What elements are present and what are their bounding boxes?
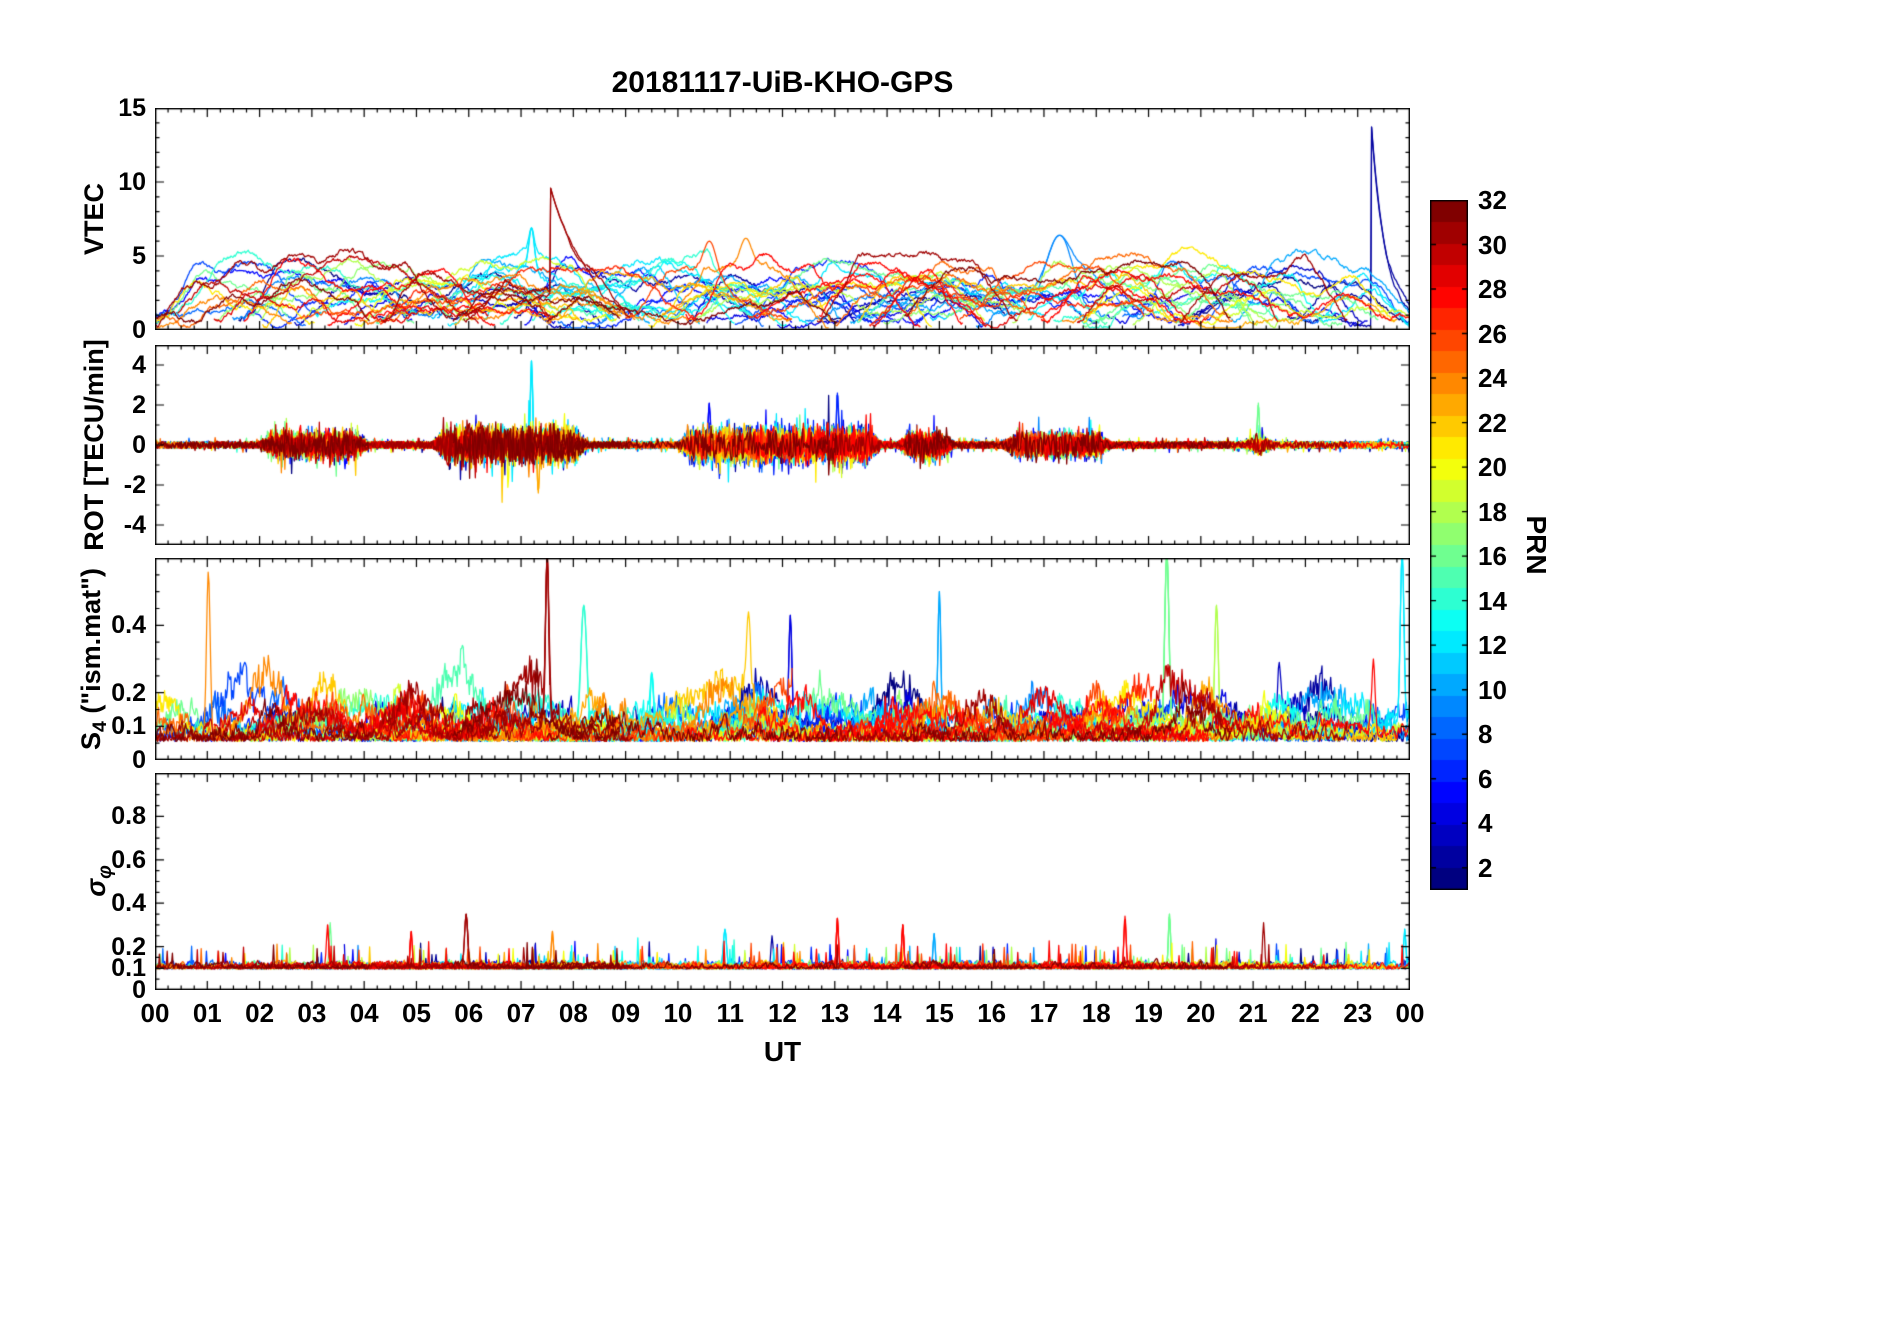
plot-canvas-sigma-phi	[155, 773, 1410, 990]
y-tick-label: 0.1	[111, 954, 146, 983]
x-tick-label: 05	[401, 998, 431, 1028]
x-tick-label: 06	[454, 998, 484, 1028]
colorbar-tick-label: 26	[1478, 318, 1507, 349]
colorbar-tick-label: 28	[1478, 274, 1507, 305]
colorbar-tick-label: 2	[1478, 852, 1493, 883]
y-tick-label: 0	[132, 316, 146, 344]
colorbar-tick-label: 20	[1478, 452, 1507, 483]
x-tick-label: 14	[872, 998, 902, 1028]
y-tick-label: 15	[118, 94, 146, 122]
colorbar-tick-label: 18	[1478, 496, 1507, 527]
x-tick-label: 23	[1343, 998, 1373, 1028]
x-tick-label: 18	[1081, 998, 1111, 1028]
y-tick-label: 0.6	[111, 845, 146, 874]
x-tick-label: 04	[349, 998, 379, 1028]
x-tick-label: 17	[1029, 998, 1059, 1028]
x-tick-label: 01	[192, 998, 222, 1028]
colorbar-tick-label: 30	[1478, 229, 1507, 260]
chart-title: 20181117-UiB-KHO-GPS	[611, 66, 954, 99]
colorbar-tick-label: 4	[1478, 808, 1493, 839]
plot-canvas-vtec	[155, 108, 1410, 330]
x-tick-label: 08	[558, 998, 588, 1028]
y-tick-label: 0	[132, 746, 146, 774]
colorbar-tick-label: 6	[1478, 763, 1493, 794]
y-tick-label: 0.1	[111, 712, 146, 741]
x-tick-label: 19	[1134, 998, 1163, 1028]
x-tick-label: 16	[977, 998, 1007, 1028]
x-tick-label: 13	[820, 998, 850, 1028]
x-tick-label: 20	[1186, 998, 1216, 1028]
y-tick-label: 4	[132, 351, 146, 379]
y-tick-label: 0.4	[111, 889, 146, 918]
x-tick-label: 03	[297, 998, 327, 1028]
y-tick-label: 0	[132, 431, 146, 459]
y-tick-label: 0	[132, 976, 146, 1004]
x-tick-label: 09	[611, 998, 641, 1028]
x-tick-label: 00	[140, 998, 170, 1028]
y-tick-label: 0.8	[111, 802, 146, 831]
colorbar-tick-label: 24	[1478, 363, 1507, 394]
y-tick-label: 0.4	[111, 611, 146, 640]
x-tick-label: 21	[1238, 998, 1268, 1028]
colorbar-tick-label: 14	[1478, 585, 1507, 616]
x-tick-label: 15	[924, 998, 954, 1028]
colorbar-tick-label: 8	[1478, 719, 1493, 750]
y-tick-label: 10	[118, 168, 146, 196]
x-tick-label: 11	[716, 998, 744, 1028]
y-tick-label: 2	[132, 391, 146, 419]
plot-canvas-rot	[155, 345, 1410, 545]
x-axis-label: UT	[763, 1036, 802, 1067]
x-tick-label: 10	[663, 998, 693, 1028]
y-tick-label: 0.2	[111, 932, 146, 961]
x-tick-label: 00	[1395, 998, 1425, 1028]
x-tick-label: 22	[1290, 998, 1320, 1028]
y-tick-label: 5	[132, 242, 146, 270]
colorbar-tick-label: 10	[1478, 674, 1507, 705]
y-tick-label: -2	[123, 471, 146, 499]
colorbar	[1430, 200, 1468, 890]
colorbar-tick-label: 16	[1478, 541, 1507, 572]
x-tick-label: 12	[768, 998, 797, 1028]
x-tick-label: 07	[506, 998, 536, 1028]
y-tick-label: 0.2	[111, 678, 146, 707]
colorbar-tick-label: 32	[1478, 185, 1507, 215]
colorbar-tick-label: 12	[1478, 630, 1507, 661]
y-tick-label: -4	[123, 511, 146, 539]
plot-canvas-s4	[155, 558, 1410, 760]
colorbar-tick-label: 22	[1478, 407, 1507, 438]
colorbar-label: PRN	[1521, 515, 1552, 575]
x-tick-label: 02	[245, 998, 275, 1028]
